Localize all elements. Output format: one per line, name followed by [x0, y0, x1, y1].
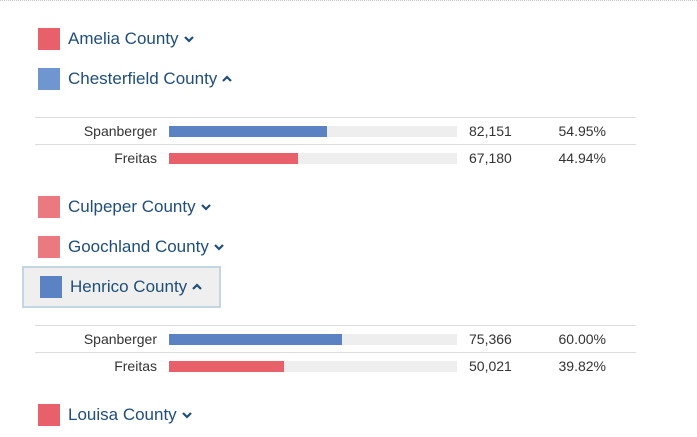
vote-share-fill [169, 126, 328, 137]
vote-percent: 60.00% [558, 331, 606, 347]
county-results-henrico: Spanberger 75,366 60.00% Freitas 50,021 … [35, 325, 636, 379]
chevron-up-icon [192, 283, 202, 290]
candidate-name: Spanberger [83, 123, 157, 139]
county-name: Chesterfield County [68, 69, 218, 88]
county-toggle-henrico[interactable]: Henrico County [22, 266, 221, 308]
vote-share-fill [169, 153, 299, 164]
county-toggle-goochland[interactable]: Goochland County [38, 236, 225, 258]
chevron-down-icon [200, 204, 211, 211]
divider [0, 0, 697, 4]
county-name: Henrico County [70, 277, 188, 296]
candidate-row: Spanberger 75,366 60.00% [35, 325, 636, 352]
party-color-swatch [38, 28, 60, 50]
vote-share-fill [169, 361, 284, 372]
vote-share-bar [169, 126, 457, 137]
vote-count: 50,021 [469, 358, 512, 374]
candidate-name: Freitas [114, 150, 157, 166]
vote-percent: 39.82% [558, 358, 606, 374]
county-toggle-amelia[interactable]: Amelia County [38, 28, 195, 50]
chevron-down-icon [181, 412, 192, 419]
party-color-swatch [38, 196, 60, 218]
county-toggle-chesterfield[interactable]: Chesterfield County [38, 68, 233, 90]
chevron-up-icon [222, 75, 233, 82]
county-results-chesterfield: Spanberger 82,151 54.95% Freitas 67,180 … [35, 117, 636, 171]
county-name: Amelia County [68, 29, 179, 48]
vote-share-bar [169, 334, 457, 345]
county-name: Louisa County [68, 405, 177, 424]
chevron-down-icon [214, 244, 224, 251]
vote-percent: 54.95% [558, 123, 606, 139]
chevron-down-icon [183, 36, 194, 43]
party-color-swatch [40, 276, 62, 298]
candidate-row: Freitas 67,180 44.94% [35, 144, 636, 171]
party-color-swatch [38, 236, 60, 258]
vote-count: 67,180 [469, 150, 512, 166]
county-name: Goochland County [68, 237, 209, 256]
candidate-row: Spanberger 82,151 54.95% [35, 117, 636, 144]
county-toggle-louisa[interactable]: Louisa County [38, 404, 193, 426]
vote-count: 75,366 [469, 331, 512, 347]
candidate-name: Freitas [114, 358, 157, 374]
county-toggle-culpeper[interactable]: Culpeper County [38, 196, 212, 218]
vote-share-bar [169, 153, 457, 164]
county-name: Culpeper County [68, 197, 196, 216]
vote-count: 82,151 [469, 123, 512, 139]
vote-share-fill [169, 334, 342, 345]
party-color-swatch [38, 68, 60, 90]
candidate-name: Spanberger [83, 331, 157, 347]
party-color-swatch [38, 404, 60, 426]
vote-percent: 44.94% [558, 150, 606, 166]
candidate-row: Freitas 50,021 39.82% [35, 352, 636, 379]
vote-share-bar [169, 361, 457, 372]
